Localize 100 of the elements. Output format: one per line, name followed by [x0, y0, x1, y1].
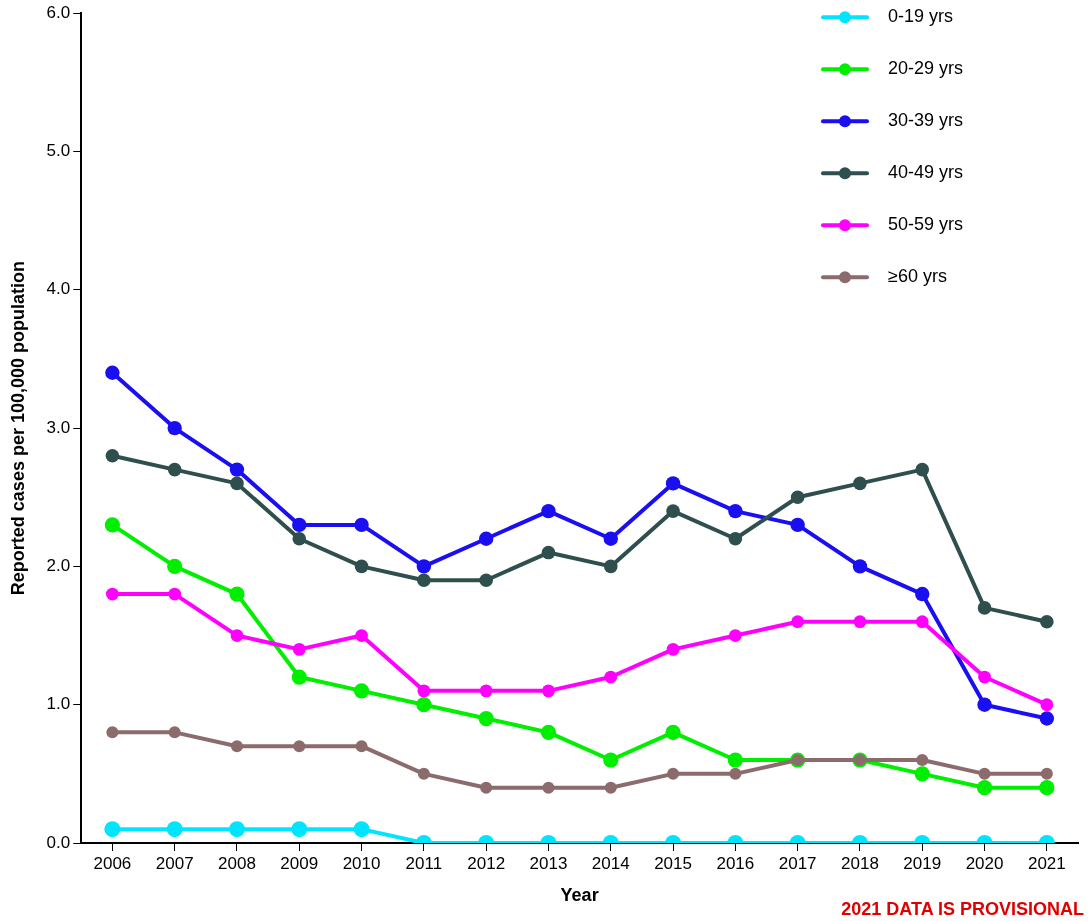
point — [976, 780, 993, 796]
point — [604, 781, 617, 794]
y-tick-label: 3.0 — [46, 417, 71, 437]
x-tick-label: 2008 — [218, 853, 256, 873]
y-tick-label: 5.0 — [46, 141, 71, 161]
point — [977, 601, 992, 615]
point — [353, 821, 370, 838]
x-tick-label: 2011 — [405, 853, 443, 873]
x-tick-label: 2018 — [841, 853, 879, 873]
point — [104, 517, 120, 533]
point — [416, 697, 432, 713]
y-tick-label: 1.0 — [46, 694, 71, 714]
point — [230, 740, 243, 753]
point — [914, 766, 930, 782]
x-tick-label: 2010 — [342, 853, 381, 873]
point — [666, 642, 680, 656]
point — [479, 684, 493, 698]
x-axis-title: Year — [560, 885, 599, 906]
legend-label: 50-59 yrs — [888, 214, 964, 235]
point — [665, 476, 681, 491]
point — [229, 462, 245, 477]
point — [291, 821, 308, 838]
point — [728, 629, 742, 642]
x-tick-label: 2009 — [280, 853, 319, 873]
point — [167, 462, 182, 477]
point — [728, 503, 743, 519]
point — [978, 670, 991, 684]
point — [665, 724, 681, 740]
point — [541, 503, 556, 519]
legend-label: ≥60 yrs — [888, 266, 947, 287]
point — [1039, 711, 1055, 726]
point — [168, 587, 182, 601]
point — [791, 615, 805, 629]
point — [853, 615, 867, 629]
point — [478, 710, 494, 727]
point — [542, 684, 555, 698]
point — [790, 490, 805, 505]
point — [603, 752, 619, 768]
point — [541, 545, 556, 560]
point — [977, 697, 992, 712]
point — [480, 781, 493, 794]
legend-label: 0-19 yrs — [888, 6, 954, 27]
point — [603, 559, 618, 574]
point — [416, 559, 432, 574]
y-axis-title: Reported cases per 100,000 population — [7, 261, 28, 596]
point — [915, 462, 930, 477]
legend-label: 40-49 yrs — [888, 162, 964, 183]
point — [915, 586, 930, 602]
y-tick-label: 6.0 — [46, 2, 71, 22]
point — [790, 517, 805, 533]
point — [291, 669, 307, 685]
point — [479, 573, 493, 588]
legend-label: 20-29 yrs — [888, 58, 964, 79]
point — [542, 781, 555, 794]
point — [355, 629, 368, 642]
point — [666, 504, 680, 518]
point — [104, 821, 121, 838]
y-tick-label: 4.0 — [46, 279, 71, 299]
x-tick-label: 2021 — [1027, 853, 1066, 873]
point — [417, 684, 431, 698]
x-tick-label: 2017 — [778, 853, 817, 873]
text: 2021 DATA IS PROVISIONAL — [841, 898, 1084, 919]
point — [727, 752, 743, 768]
point — [915, 615, 929, 629]
x-tick-label: 2019 — [903, 853, 942, 873]
point — [106, 726, 119, 739]
point — [978, 767, 991, 780]
point — [354, 517, 369, 533]
point — [166, 821, 183, 838]
point — [292, 517, 307, 533]
x-tick-label: 2006 — [93, 853, 132, 873]
x-tick-label: 2013 — [529, 853, 568, 873]
point — [540, 724, 557, 740]
point — [230, 476, 244, 491]
point — [1040, 698, 1054, 712]
point — [105, 365, 120, 380]
point — [230, 629, 244, 642]
point — [1040, 767, 1053, 780]
point — [417, 767, 430, 780]
point — [228, 821, 245, 838]
x-tick-label: 2007 — [155, 853, 194, 873]
point — [293, 740, 306, 753]
point — [105, 448, 120, 463]
x-tick-label: 2014 — [591, 853, 630, 873]
point — [168, 726, 181, 739]
point — [167, 558, 183, 574]
point — [167, 420, 182, 436]
point — [355, 740, 368, 753]
point — [852, 559, 868, 574]
point — [354, 559, 369, 574]
point — [417, 573, 431, 588]
point — [916, 754, 929, 767]
point — [1040, 614, 1054, 629]
point — [604, 670, 618, 684]
point — [728, 531, 743, 546]
point — [292, 531, 307, 546]
point — [667, 767, 680, 780]
point — [353, 683, 370, 699]
x-tick-label: 2015 — [654, 853, 692, 873]
point — [603, 531, 618, 546]
